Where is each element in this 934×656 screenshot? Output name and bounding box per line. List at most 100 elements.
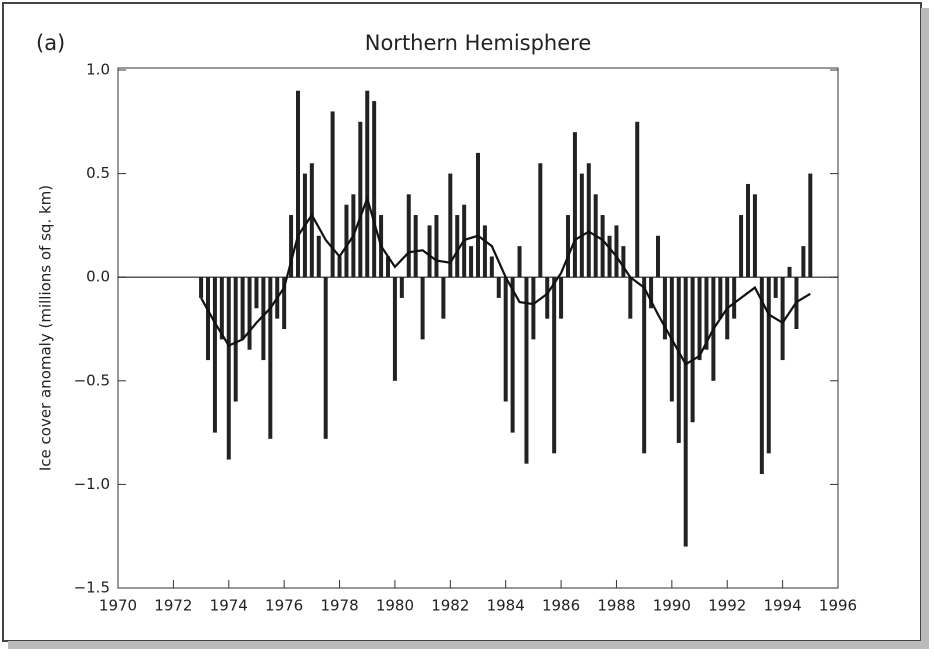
y-tick-label: −0.5 <box>74 371 110 389</box>
bar <box>517 246 522 278</box>
chart-title: Northern Hemisphere <box>365 31 592 55</box>
bar <box>240 277 245 340</box>
x-tick-label: 1974 <box>210 597 248 615</box>
bar <box>566 215 570 278</box>
x-tick-label: 1970 <box>99 597 137 615</box>
bar <box>759 277 764 475</box>
panel-label: (a) <box>36 31 65 55</box>
bar <box>676 277 681 443</box>
bar <box>441 277 446 319</box>
bar <box>399 277 404 298</box>
bar <box>386 256 390 278</box>
bar <box>365 90 370 278</box>
bar <box>552 277 557 454</box>
bar <box>704 277 709 350</box>
bar <box>628 277 633 319</box>
bar <box>219 277 224 340</box>
bar <box>372 101 377 278</box>
bar <box>579 173 584 278</box>
bar <box>392 277 397 381</box>
bar <box>662 277 667 340</box>
bar <box>718 277 723 319</box>
bar <box>296 90 300 278</box>
bar <box>572 132 577 278</box>
bar <box>808 173 813 278</box>
bar <box>406 194 411 278</box>
x-tick-label: 1976 <box>265 597 303 615</box>
bar <box>545 277 550 319</box>
bar <box>420 277 425 340</box>
bar <box>489 256 494 278</box>
bar <box>746 183 750 278</box>
bar <box>538 163 543 278</box>
x-tick-label: 1994 <box>764 597 802 615</box>
bar <box>434 215 439 278</box>
bar <box>600 215 605 278</box>
bar <box>732 277 737 319</box>
bar <box>455 215 460 278</box>
bar <box>614 225 619 278</box>
x-tick-label: 1986 <box>542 597 580 615</box>
x-tick-label: 1992 <box>708 597 746 615</box>
y-tick-label: −1.5 <box>74 579 110 597</box>
y-tick-label: 1.0 <box>86 61 110 79</box>
y-tick-label: 0.5 <box>86 164 110 182</box>
bar <box>413 215 418 278</box>
bar <box>469 246 474 278</box>
bar <box>752 194 757 278</box>
bar <box>510 277 515 433</box>
bar <box>226 277 231 460</box>
bar <box>690 277 695 423</box>
bar <box>476 152 480 278</box>
bar <box>233 277 238 402</box>
bar <box>289 215 294 278</box>
bar <box>780 277 785 361</box>
x-tick-label: 1972 <box>154 597 192 615</box>
bar <box>642 277 647 454</box>
bar <box>649 277 654 309</box>
bar <box>247 277 252 350</box>
x-tick-label: 1990 <box>653 597 691 615</box>
bar <box>337 256 342 278</box>
bar <box>683 277 688 547</box>
bar <box>282 277 287 329</box>
bar <box>635 121 640 278</box>
bar <box>344 204 349 278</box>
bar <box>261 277 266 361</box>
x-tick-label: 1978 <box>320 597 358 615</box>
bar <box>656 235 660 278</box>
bar <box>496 277 501 298</box>
bar <box>766 277 771 454</box>
bar <box>697 277 702 361</box>
shadow <box>8 641 929 649</box>
bar <box>787 266 792 278</box>
bar <box>524 277 529 464</box>
smoothed-line <box>200 194 811 366</box>
bar <box>330 111 335 278</box>
bar <box>607 235 612 278</box>
bar <box>773 277 778 298</box>
bar <box>268 277 273 439</box>
x-tick-label: 1988 <box>597 597 635 615</box>
bar <box>448 173 453 278</box>
bar <box>503 277 508 402</box>
plot-frame <box>117 67 839 589</box>
bar <box>801 246 806 278</box>
x-tick-label: 1980 <box>376 597 414 615</box>
x-tick-label: 1984 <box>487 597 525 615</box>
bar <box>482 225 487 278</box>
bar <box>316 235 321 278</box>
bar <box>427 225 432 278</box>
bar <box>358 121 363 278</box>
bar <box>212 277 217 433</box>
bar <box>309 163 314 278</box>
bar <box>531 277 536 340</box>
x-tick-label: 1996 <box>819 597 857 615</box>
y-axis-label: Ice cover anomaly (millions of sq. km) <box>37 185 55 471</box>
bar <box>621 246 626 278</box>
bar <box>323 277 328 439</box>
bar <box>254 277 259 309</box>
y-tick-label: −1.0 <box>74 475 110 493</box>
y-tick-label: 0.0 <box>86 268 110 286</box>
